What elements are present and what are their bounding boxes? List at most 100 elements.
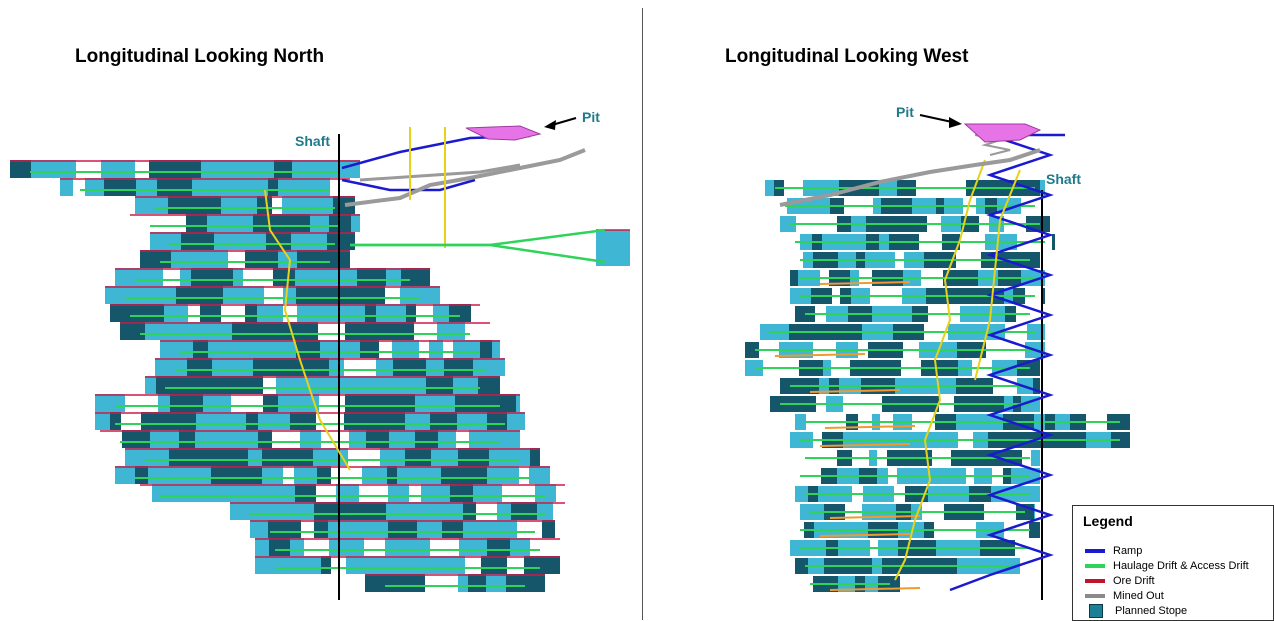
stope-block: [158, 448, 169, 466]
stope-block: [745, 342, 759, 358]
stope-block: [300, 376, 311, 394]
stope-block: [401, 268, 425, 286]
stope-block: [211, 466, 240, 484]
stope-block: [297, 304, 327, 322]
stope-block: [200, 286, 223, 304]
stope-block: [157, 178, 177, 196]
stope-block: [233, 268, 243, 286]
stope-block: [258, 430, 272, 448]
access-line: [819, 443, 911, 447]
stope-block: [149, 160, 181, 178]
stope-block: [60, 178, 73, 196]
stope-block: [312, 250, 343, 268]
stope-block: [510, 538, 530, 556]
stope-block: [142, 304, 164, 322]
stope-block: [253, 214, 278, 232]
stope-block: [421, 484, 450, 502]
stope-block: [365, 574, 381, 592]
stope-block: [180, 268, 191, 286]
access-line: [829, 587, 921, 591]
stope-block: [152, 484, 166, 502]
stope-block: [760, 324, 776, 340]
left-pit-arrowhead: [544, 120, 556, 130]
stope-block: [1111, 432, 1130, 448]
stope-block: [295, 484, 316, 502]
stope-block: [1029, 486, 1040, 502]
stope-block: [485, 394, 501, 412]
stope-block: [297, 250, 312, 268]
stope-block: [354, 286, 385, 304]
stope-block: [241, 178, 268, 196]
stope-block: [192, 196, 221, 214]
stope-block: [230, 502, 260, 520]
stope-block: [268, 520, 301, 538]
stope-block: [282, 196, 292, 214]
stope-block: [529, 466, 550, 484]
stope-block: [450, 484, 463, 502]
stope-block: [489, 520, 517, 538]
stope-block: [506, 574, 530, 592]
stope-block: [237, 160, 257, 178]
stope-block: [345, 394, 372, 412]
stope-block: [400, 286, 418, 304]
stope-block: [216, 376, 237, 394]
stope-block: [105, 286, 137, 304]
stope-block: [489, 448, 501, 466]
stope-block: [248, 430, 258, 448]
stope-block: [795, 486, 808, 502]
stope-block: [542, 520, 555, 538]
stope-block: [401, 394, 415, 412]
stope-block: [311, 556, 321, 574]
access-line: [774, 353, 866, 357]
stope-block: [400, 430, 415, 448]
stope-block: [290, 394, 319, 412]
stope-block: [294, 466, 317, 484]
stope-block: [177, 178, 192, 196]
stope-block: [293, 448, 313, 466]
access-line: [809, 389, 901, 393]
stope-block: [321, 556, 331, 574]
stope-block: [240, 466, 262, 484]
stope-block: [380, 448, 405, 466]
stope-block: [892, 576, 900, 592]
right-pit-arrowhead: [949, 117, 962, 128]
stope-block: [101, 160, 122, 178]
stope-block: [524, 556, 548, 574]
stope-block: [346, 556, 362, 574]
stope-block: [406, 304, 416, 322]
stope-block: [187, 376, 203, 394]
stope-block: [1031, 450, 1040, 466]
stope-block: [437, 322, 465, 340]
stope-block: [463, 484, 473, 502]
stope-block: [207, 214, 235, 232]
stope-block: [192, 178, 208, 196]
stope-block: [320, 178, 330, 196]
stope-block: [463, 502, 476, 520]
stope-block: [170, 394, 203, 412]
right-yellow-path-2: [974, 169, 1021, 381]
stope-block: [504, 430, 520, 448]
legend-label-ore-drift: Ore Drift: [1113, 575, 1155, 587]
stope-block: [218, 412, 246, 430]
stope-block: [376, 304, 393, 322]
stope-block: [1029, 522, 1040, 538]
stope-block: [115, 268, 135, 286]
stope-block: [10, 160, 31, 178]
stope-block: [310, 268, 325, 286]
stope-block: [192, 484, 219, 502]
stope-block: [164, 322, 185, 340]
stope-block: [214, 268, 233, 286]
right-pit-shape: [963, 123, 1042, 143]
stope-block: [449, 304, 471, 322]
legend-label-ramp: Ramp: [1113, 545, 1143, 557]
stope-block: [492, 340, 500, 358]
stope-block: [313, 448, 326, 466]
stope-block: [507, 412, 525, 430]
stope-block: [351, 214, 360, 232]
stope-block: [511, 502, 537, 520]
right-pit-arrow: [919, 114, 953, 123]
stope-block: [432, 556, 465, 574]
right-shaft-label: Shaft: [1046, 171, 1081, 187]
stope-block: [385, 538, 406, 556]
